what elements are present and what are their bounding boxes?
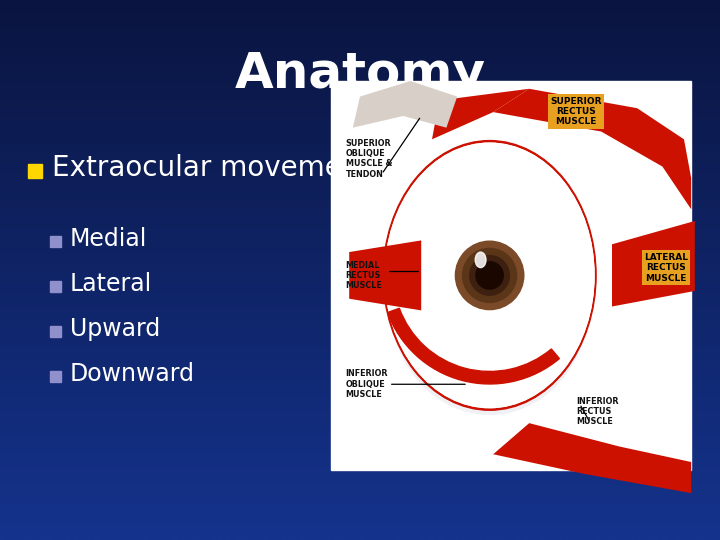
Text: Downward: Downward [70, 362, 195, 386]
Text: SUPERIOR
OBLIQUE
MUSCLE &
TENDON: SUPERIOR OBLIQUE MUSCLE & TENDON [346, 139, 392, 179]
PathPatch shape [353, 81, 457, 127]
Text: Extraocular movements: Extraocular movements [52, 154, 384, 182]
Circle shape [476, 262, 503, 289]
Text: LATERAL
RECTUS
MUSCLE: LATERAL RECTUS MUSCLE [644, 253, 688, 282]
Ellipse shape [475, 252, 486, 268]
Text: MEDIAL
RECTUS
MUSCLE: MEDIAL RECTUS MUSCLE [346, 260, 382, 291]
Ellipse shape [390, 190, 589, 414]
Text: INFERIOR
RECTUS
MUSCLE: INFERIOR RECTUS MUSCLE [576, 396, 618, 427]
Ellipse shape [383, 140, 596, 410]
Text: Upward: Upward [70, 317, 161, 341]
Ellipse shape [388, 147, 591, 403]
PathPatch shape [432, 89, 529, 139]
Ellipse shape [385, 143, 594, 408]
PathPatch shape [493, 423, 691, 493]
Bar [28, 164, 42, 178]
Wedge shape [387, 308, 559, 384]
Circle shape [463, 248, 517, 302]
Ellipse shape [385, 143, 594, 408]
Circle shape [456, 241, 524, 309]
Text: Medial: Medial [70, 227, 148, 251]
Bar [331, 81, 691, 470]
Bar [50, 326, 61, 337]
Text: INFERIOR
OBLIQUE
MUSCLE: INFERIOR OBLIQUE MUSCLE [346, 369, 388, 399]
Text: Anatomy: Anatomy [235, 50, 485, 98]
Text: Lateral: Lateral [70, 272, 152, 296]
PathPatch shape [493, 89, 691, 210]
PathPatch shape [612, 221, 695, 307]
Text: SUPERIOR
RECTUS
MUSCLE: SUPERIOR RECTUS MUSCLE [550, 97, 602, 126]
Bar [50, 371, 61, 382]
Circle shape [470, 255, 510, 295]
Bar [50, 281, 61, 292]
PathPatch shape [349, 240, 421, 310]
Bar [50, 236, 61, 247]
